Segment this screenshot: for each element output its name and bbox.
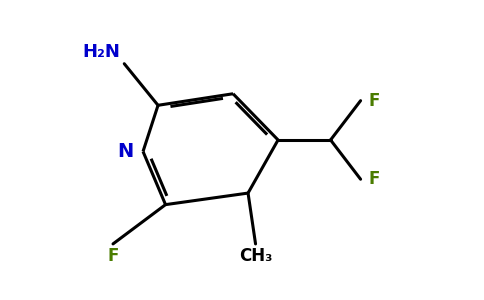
- Text: N: N: [118, 142, 134, 161]
- Text: F: F: [368, 170, 379, 188]
- Text: F: F: [107, 248, 119, 266]
- Text: F: F: [368, 92, 379, 110]
- Text: CH₃: CH₃: [239, 248, 272, 266]
- Text: H₂N: H₂N: [83, 44, 121, 62]
